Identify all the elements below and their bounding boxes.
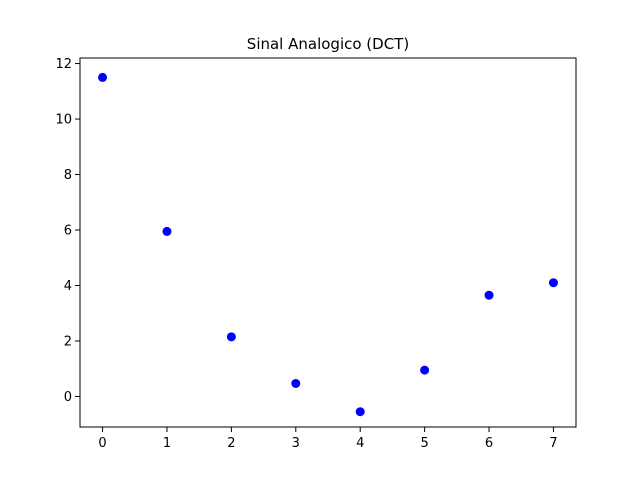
plot-area-frame — [79, 57, 577, 428]
y-axis: 0 2 4 6 8 10 12 — [55, 57, 80, 405]
x-tick-label: 6 — [485, 436, 493, 451]
x-tick-label: 4 — [356, 436, 364, 451]
data-point — [98, 72, 108, 82]
x-axis: 0 1 2 3 4 5 6 7 — [98, 427, 558, 451]
x-tick-label: 3 — [292, 436, 300, 451]
data-point — [355, 407, 365, 417]
scatter-series — [98, 72, 558, 417]
data-point — [548, 278, 558, 288]
y-tick-label: 0 — [64, 390, 72, 405]
data-point — [162, 226, 172, 236]
data-point — [484, 290, 494, 300]
x-tick-label: 0 — [98, 436, 106, 451]
y-tick-label: 10 — [55, 113, 72, 128]
y-tick-label: 12 — [55, 57, 72, 72]
data-point — [420, 365, 430, 375]
x-tick-label: 1 — [163, 436, 171, 451]
y-tick-label: 6 — [64, 224, 72, 239]
y-tick-label: 2 — [64, 334, 72, 349]
x-tick-label: 5 — [420, 436, 428, 451]
x-tick-label: 2 — [227, 436, 235, 451]
y-tick-label: 4 — [64, 279, 72, 294]
data-point — [291, 378, 301, 388]
x-tick-label: 7 — [549, 436, 557, 451]
chart-title: Sinal Analogico (DCT) — [247, 35, 409, 53]
y-tick-label: 8 — [64, 168, 72, 183]
data-point — [226, 332, 236, 342]
